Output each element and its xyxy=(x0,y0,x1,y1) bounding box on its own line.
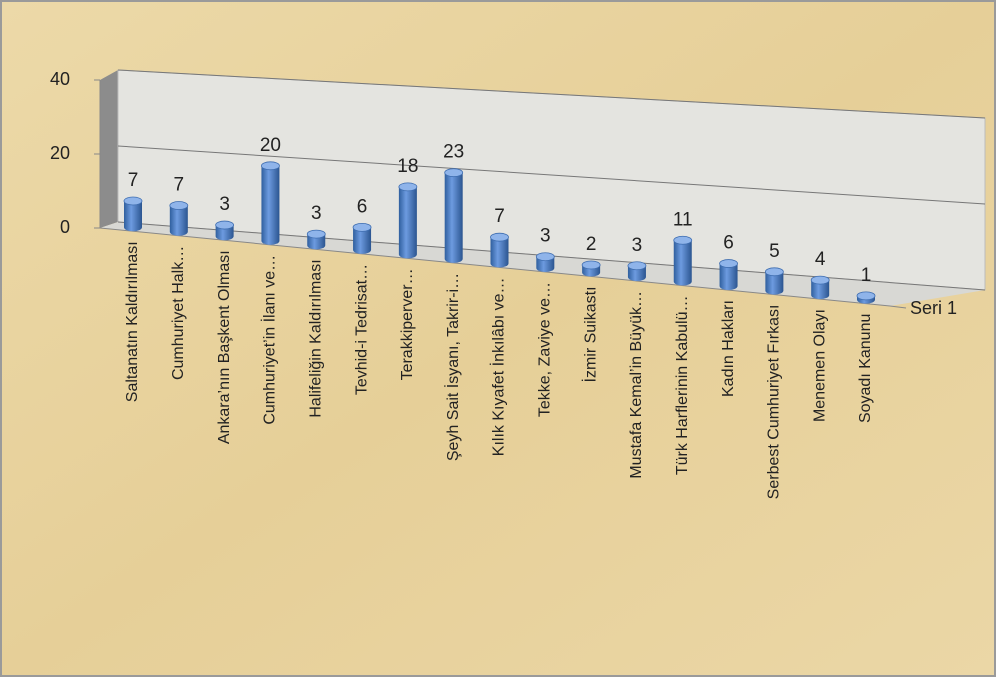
y-tick-label: 0 xyxy=(60,217,70,237)
x-tick-label: Cumhuriyet’in İlanı ve… xyxy=(260,255,279,425)
bar xyxy=(765,271,784,295)
data-label: 3 xyxy=(311,203,322,224)
bar-top xyxy=(123,196,143,206)
x-tick-label: Türk Harflerinin Kabulü… xyxy=(674,296,691,476)
x-tick-label: Soyadı Kanunu xyxy=(857,314,874,423)
x-tick-label: Kadın Hakları xyxy=(720,300,737,397)
bar-top xyxy=(764,267,784,277)
bar-top xyxy=(215,220,235,230)
data-label: 7 xyxy=(174,175,185,196)
x-tick-label: İzmir Suikastı xyxy=(580,286,599,382)
x-tick-label: Halifeliğin Kaldırılması xyxy=(307,259,324,417)
bar xyxy=(261,165,280,245)
data-label: 7 xyxy=(128,170,139,191)
bar-top xyxy=(535,252,555,262)
bar xyxy=(719,263,738,291)
bar-top xyxy=(581,260,601,270)
bar-top xyxy=(352,222,372,232)
data-label: 18 xyxy=(397,156,418,177)
data-label: 4 xyxy=(815,249,826,270)
y-tick-label: 20 xyxy=(50,143,70,163)
bar-top xyxy=(444,168,464,178)
grid-line xyxy=(117,69,986,119)
bar-top xyxy=(490,232,509,242)
legend-label: Seri 1 xyxy=(910,298,957,318)
data-label: 1 xyxy=(861,265,872,286)
data-label: 23 xyxy=(443,142,464,163)
x-tick-label: Cumhuriyet Halk… xyxy=(170,246,187,380)
x-tick-label: Serbest Cumhuriyet Fırkası xyxy=(766,305,783,500)
bar-top xyxy=(398,182,418,192)
bar-top xyxy=(719,259,738,268)
y-tick-label: 40 xyxy=(50,69,70,89)
data-label: 20 xyxy=(260,135,281,156)
data-label: 6 xyxy=(357,196,368,217)
x-tick-label: Saltanatın Kaldırılması xyxy=(124,241,141,402)
bar xyxy=(124,201,142,232)
data-label: 3 xyxy=(632,235,643,256)
bar xyxy=(673,240,692,286)
x-tick-label: Tekke, Zaviye ve… xyxy=(537,282,554,417)
bar-top xyxy=(169,201,189,210)
x-tick-label: Ankara’nın Başkent Olması xyxy=(216,250,233,444)
bar xyxy=(353,227,372,254)
data-label: 2 xyxy=(586,234,597,255)
bar-top xyxy=(810,275,830,285)
x-tick-label: Tevhid-i Tedrisat… xyxy=(353,264,370,395)
x-tick-label: Terakkiperver… xyxy=(399,268,416,380)
x-tick-label: Şeyh Sait İsyanı, Takrir-i… xyxy=(443,273,462,461)
grid-line xyxy=(117,145,986,205)
bar-top xyxy=(856,291,876,301)
bar-top xyxy=(673,235,693,245)
side-wall xyxy=(100,70,118,228)
x-tick-label: Mustafa Kemal’in Büyük… xyxy=(628,291,645,479)
data-label: 7 xyxy=(494,206,505,227)
data-label: 11 xyxy=(673,209,693,230)
bar-top xyxy=(261,161,280,171)
x-tick-label: Menemen Olayı xyxy=(811,309,828,422)
data-label: 3 xyxy=(219,194,230,215)
x-tick-label: Kılık Kıyafet İnkılâbı ve… xyxy=(489,277,508,456)
data-label: 6 xyxy=(723,233,734,254)
bar xyxy=(444,172,463,263)
legend-line xyxy=(889,305,907,309)
bar-top xyxy=(627,261,647,271)
data-label: 3 xyxy=(540,226,551,247)
bar xyxy=(490,237,509,268)
bar xyxy=(169,205,188,236)
data-label: 5 xyxy=(769,241,780,262)
bar-top xyxy=(306,229,326,239)
bar xyxy=(811,280,830,300)
bar xyxy=(398,186,417,259)
x-axis xyxy=(99,227,891,307)
